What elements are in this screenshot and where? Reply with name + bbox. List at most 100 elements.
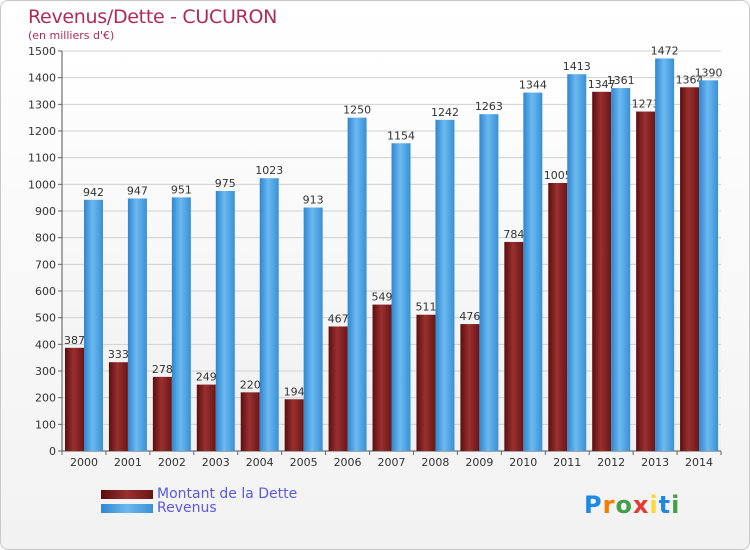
bar-debt [592, 91, 612, 452]
logo-letter: x [632, 491, 650, 519]
x-tick-label: 2000 [70, 456, 98, 469]
bar-debt [372, 304, 392, 451]
data-label-revenue: 1263 [475, 100, 503, 113]
y-tick-label: 0 [49, 445, 56, 458]
bar-debt [108, 362, 128, 451]
y-tick-label: 1000 [28, 178, 56, 191]
logo-letter: i [649, 491, 659, 519]
bar-debt [460, 324, 480, 451]
data-label-debt: 278 [152, 363, 173, 376]
logo-letter: r [602, 491, 616, 519]
bar-revenue [215, 191, 235, 451]
data-label-debt: 333 [108, 348, 129, 361]
bar-revenue [699, 80, 719, 451]
x-tick-label: 2006 [334, 456, 362, 469]
y-tick-label: 700 [35, 258, 56, 271]
bar-debt [196, 384, 216, 451]
bar-revenue [435, 119, 455, 452]
x-tick-label: 2008 [421, 456, 449, 469]
y-tick-label: 1500 [28, 45, 56, 58]
data-label-revenue: 947 [127, 184, 148, 197]
bar-revenue [347, 117, 367, 452]
bar-revenue [127, 198, 147, 451]
y-tick-label: 900 [35, 205, 56, 218]
data-label-revenue: 1344 [519, 79, 547, 92]
bar-debt [240, 392, 260, 451]
data-label-revenue: 1023 [255, 164, 283, 177]
y-tick-label: 200 [35, 392, 56, 405]
bar-revenue [655, 58, 675, 451]
x-tick-label: 2005 [290, 456, 318, 469]
bar-debt [636, 111, 656, 452]
bar-debt [152, 376, 172, 451]
bar-debt [328, 326, 348, 451]
data-label-debt: 249 [196, 371, 217, 384]
bar-debt [284, 399, 304, 451]
x-tick-label: 2011 [553, 456, 581, 469]
logo-letter: o [615, 491, 633, 519]
data-label-debt: 1347 [588, 78, 616, 91]
y-tick-label: 600 [35, 285, 56, 298]
data-label-revenue: 1242 [431, 106, 459, 119]
x-tick-label: 2014 [685, 456, 713, 469]
data-label-revenue: 1390 [695, 66, 723, 79]
x-tick-label: 2012 [597, 456, 625, 469]
y-tick-label: 1400 [28, 72, 56, 85]
data-label-revenue: 1250 [343, 104, 371, 117]
y-tick-label: 300 [35, 365, 56, 378]
y-tick-label: 500 [35, 312, 56, 325]
bar-debt [504, 241, 524, 451]
bar-revenue [171, 197, 191, 451]
data-label-revenue: 951 [171, 183, 192, 196]
bar-revenue [391, 143, 411, 451]
chart-subtitle: (en milliers d'€) [28, 29, 115, 42]
data-label-revenue: 1154 [387, 129, 415, 142]
y-tick-label: 1200 [28, 125, 56, 138]
bar-revenue [303, 207, 323, 451]
logo-letter: t [658, 491, 672, 519]
x-tick-label: 2013 [641, 456, 669, 469]
y-tick-label: 100 [35, 418, 56, 431]
x-tick-label: 2004 [246, 456, 274, 469]
data-label-revenue: 1413 [563, 60, 591, 73]
bar-debt [416, 314, 436, 451]
data-label-debt: 784 [503, 228, 524, 241]
y-tick-label: 1100 [28, 152, 56, 165]
data-label-debt: 1005 [544, 169, 572, 182]
data-label-revenue: 975 [215, 177, 236, 190]
data-label-debt: 220 [240, 378, 261, 391]
y-tick-label: 1300 [28, 98, 56, 111]
data-label-debt: 1364 [676, 73, 704, 86]
data-label-debt: 511 [415, 301, 436, 314]
x-tick-label: 2003 [202, 456, 230, 469]
legend-swatch-revenue [101, 504, 153, 513]
data-label-debt: 1273 [632, 98, 660, 111]
data-label-debt: 549 [372, 291, 393, 304]
chart-title: Revenus/Dette - CUCURON [28, 6, 278, 28]
x-tick-label: 2010 [509, 456, 537, 469]
data-label-debt: 194 [284, 385, 305, 398]
bar-revenue [259, 178, 279, 451]
data-label-debt: 387 [64, 334, 85, 347]
x-tick-label: 2009 [465, 456, 493, 469]
x-tick-label: 2007 [378, 456, 406, 469]
legend-label-revenue: Revenus [157, 500, 217, 516]
bar-revenue [479, 114, 499, 451]
data-label-revenue: 913 [303, 194, 324, 207]
bar-revenue [567, 74, 587, 451]
bar-revenue [84, 199, 103, 451]
logo-letter: i [671, 491, 681, 519]
data-label-revenue: 1472 [651, 44, 679, 57]
y-tick-label: 400 [35, 338, 56, 351]
proxiti-logo: Proxiti [584, 491, 680, 519]
data-label-debt: 476 [459, 310, 480, 323]
data-label-revenue: 942 [83, 186, 104, 199]
bar-debt [548, 183, 568, 451]
y-tick-label: 800 [35, 232, 56, 245]
data-label-debt: 467 [328, 312, 349, 325]
bar-debt [680, 87, 700, 452]
data-label-revenue: 1361 [607, 74, 635, 87]
bar-debt [65, 347, 84, 451]
